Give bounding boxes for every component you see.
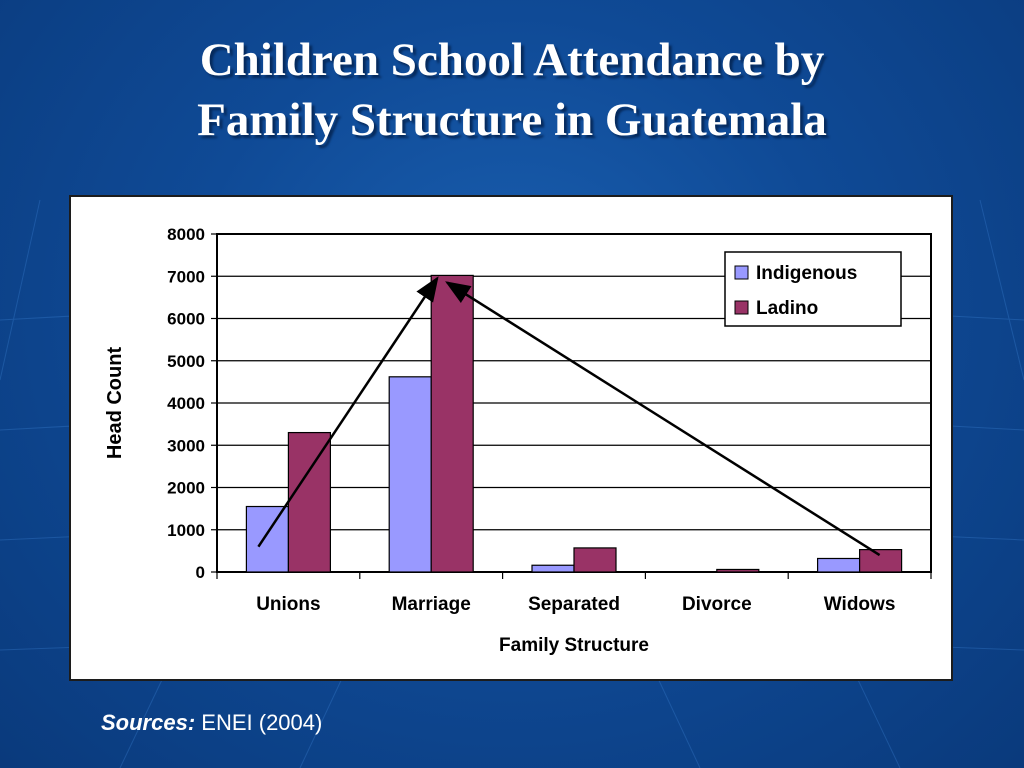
x-tick-label: Widows <box>824 594 896 615</box>
slide-title-line1: Children School Attendance by <box>199 34 825 86</box>
legend-swatch-indigenous <box>734 265 749 280</box>
y-tick-label: 2000 <box>167 479 205 498</box>
annotation-arrow <box>445 281 881 557</box>
bar-ladino-unions <box>287 431 331 573</box>
x-tick-label: Divorce <box>682 594 752 615</box>
y-tick-label: 7000 <box>167 267 205 286</box>
y-tick-label: 0 <box>196 563 205 582</box>
chart-frame: 0 1000 2000 3000 4000 5000 6000 7000 8000 Unions M… <box>69 195 953 681</box>
x-tick-label: Marriage <box>392 594 471 615</box>
y-tick-label: 5000 <box>167 352 205 371</box>
y-tick-label: 3000 <box>167 436 205 455</box>
y-tick-label: 8000 <box>167 225 205 244</box>
bar-indigenous-separated <box>531 564 575 573</box>
y-tick-label: 4000 <box>167 394 205 413</box>
x-axis-title: Family Structure <box>499 635 649 656</box>
sources-line: Sources: ENEI (2004) <box>101 710 322 736</box>
slide-title-line2: Family Structure in Guatemala <box>197 94 827 146</box>
bar-indigenous-unions <box>245 505 289 573</box>
legend-label-indigenous: Indigenous <box>756 263 857 284</box>
x-tick-label: Separated <box>528 594 620 615</box>
sources-label: Sources: <box>101 710 196 735</box>
bar-indigenous-widows <box>816 557 861 573</box>
bar-ladino-divorce <box>716 568 760 573</box>
bar-indigenous-marriage <box>388 376 432 573</box>
y-tick-label: 1000 <box>167 521 205 540</box>
annotation-arrow <box>257 276 439 548</box>
y-axis-title: Head Count <box>104 347 126 460</box>
bar-ladino-separated <box>573 547 617 573</box>
bar-ladino-marriage <box>430 274 474 573</box>
slide-title: Children School Attendance by Family Str… <box>0 30 1024 150</box>
bar-ladino-widows <box>858 549 903 573</box>
x-tick-label: Unions <box>256 594 320 615</box>
y-tick-label: 6000 <box>167 310 205 329</box>
sources-text: ENEI (2004) <box>201 710 323 735</box>
legend-box <box>724 251 902 327</box>
bar-chart: 0 1000 2000 3000 4000 5000 6000 7000 8000 Unions M… <box>104 225 932 656</box>
legend-label-ladino: Ladino <box>756 298 818 319</box>
legend-swatch-ladino <box>734 300 749 315</box>
